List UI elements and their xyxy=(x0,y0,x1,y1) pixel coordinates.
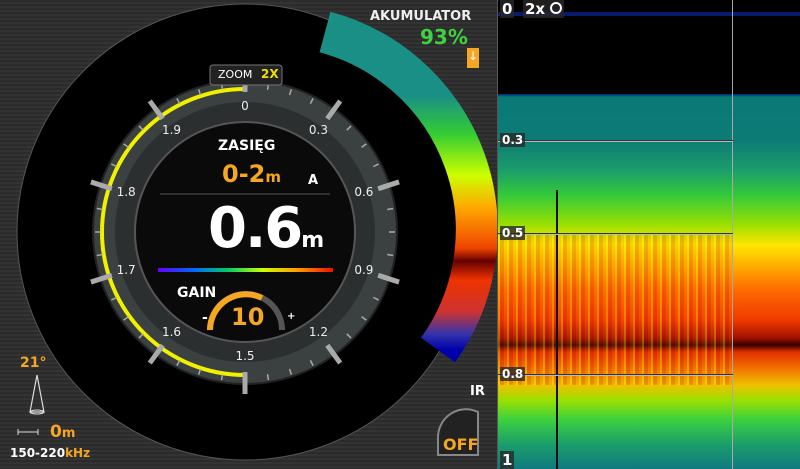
sonar-zoom-label[interactable]: 2x xyxy=(523,0,565,18)
dial-tick xyxy=(309,98,314,105)
dial-scale-label: 1.2 xyxy=(308,325,329,340)
dial-tick xyxy=(147,99,165,121)
dial-tick xyxy=(361,316,367,321)
ir-button-bg xyxy=(436,408,479,456)
range-mode: A xyxy=(308,173,319,188)
dial-tick xyxy=(220,374,224,381)
color-scale-bar xyxy=(158,268,333,272)
dial-tick xyxy=(346,333,352,339)
dial-tick xyxy=(325,99,343,121)
frequency: 150-220kHz xyxy=(10,446,91,460)
gain-arc xyxy=(207,291,264,331)
battery-value: 93% xyxy=(420,25,468,49)
dial-scale-label: 0.6 xyxy=(354,185,374,200)
depth-mark: 0.3 xyxy=(500,133,526,147)
dial-tick xyxy=(90,272,113,285)
flasher-dial xyxy=(16,3,497,461)
dial-scale-label: 1.5 xyxy=(235,349,255,363)
dial-tick xyxy=(123,316,129,321)
dial-tick xyxy=(377,272,400,285)
sonar-chart[interactable]: 0 2x 0.3 0.5 0.8 1 xyxy=(497,0,800,469)
gain-minus[interactable]: - xyxy=(202,310,208,326)
sonar-clutter xyxy=(498,235,733,385)
dial-tick xyxy=(387,207,394,211)
dial-tick xyxy=(346,125,352,131)
dial-tick xyxy=(309,359,314,366)
dial-tick xyxy=(197,368,202,375)
dial-scale-label: 1.6 xyxy=(161,325,182,340)
dial-scale-label: 1.8 xyxy=(116,185,136,200)
dial-tick xyxy=(361,143,367,148)
dial-tick xyxy=(138,125,144,131)
flasher-color-arc xyxy=(319,11,497,363)
dial-tick xyxy=(123,143,129,148)
sonar-trace xyxy=(556,190,558,469)
gain-plus[interactable]: + xyxy=(287,311,296,322)
dial-tick xyxy=(176,359,181,366)
dial-tick xyxy=(266,374,270,381)
dial-tick xyxy=(96,207,103,211)
depth-arc xyxy=(100,87,246,377)
battery-label: AKUMULATOR xyxy=(370,9,472,24)
sonar-top-depth: 0 xyxy=(500,0,515,18)
beam-cone-icon xyxy=(29,374,45,413)
beam-angle: 21° xyxy=(20,355,47,371)
dial-tick xyxy=(372,296,379,301)
dial-tick xyxy=(288,89,293,96)
battery-discharging-icon: ↓ xyxy=(467,48,479,68)
dial-scale-label: 0.9 xyxy=(354,262,374,277)
range-title: ZASIĘG xyxy=(218,138,276,154)
dial-tick xyxy=(111,163,118,168)
zoom-label: ZOOM xyxy=(218,68,253,81)
dial-scale-label: 1.9 xyxy=(161,122,182,137)
range-value[interactable]: 0-2m xyxy=(222,160,281,188)
dial-tick xyxy=(176,98,181,105)
sonar-bottom-depth: 1 xyxy=(500,451,515,469)
gain-value[interactable]: 10 xyxy=(231,303,265,331)
dial-scale-label: 0.3 xyxy=(308,122,329,137)
dial-tick xyxy=(197,89,202,96)
magnifier-icon xyxy=(550,2,563,14)
ir-label: IR xyxy=(470,384,485,399)
dial-tick xyxy=(111,296,118,301)
dial-scale-label: 0 xyxy=(241,99,249,113)
dial-tick xyxy=(90,179,113,192)
zoom-value[interactable]: 2X xyxy=(261,67,279,81)
dial-scale-label: 1.7 xyxy=(116,262,136,277)
dial-tick xyxy=(377,179,400,192)
dial-tick xyxy=(96,253,103,257)
dial-tick xyxy=(288,368,293,375)
dial-tick xyxy=(372,163,379,168)
gain-label: GAIN xyxy=(177,285,217,301)
center-display xyxy=(134,121,356,343)
depth-readout: 0.6m xyxy=(208,196,325,261)
depth-mark: 0.5 xyxy=(500,226,526,240)
flasher-panel: AKUMULATOR 93% ↓ ZOOM 2X 0 0.3 0.6 0.9 1.2 1.… xyxy=(0,0,497,469)
dial-tick xyxy=(138,333,144,339)
dial-tick xyxy=(147,343,165,365)
depth-mark: 0.8 xyxy=(500,367,526,381)
beam-width: 0m xyxy=(50,422,76,442)
ir-toggle[interactable]: OFF xyxy=(443,435,479,454)
dial-tick xyxy=(325,343,343,365)
dial-tick xyxy=(387,253,394,257)
